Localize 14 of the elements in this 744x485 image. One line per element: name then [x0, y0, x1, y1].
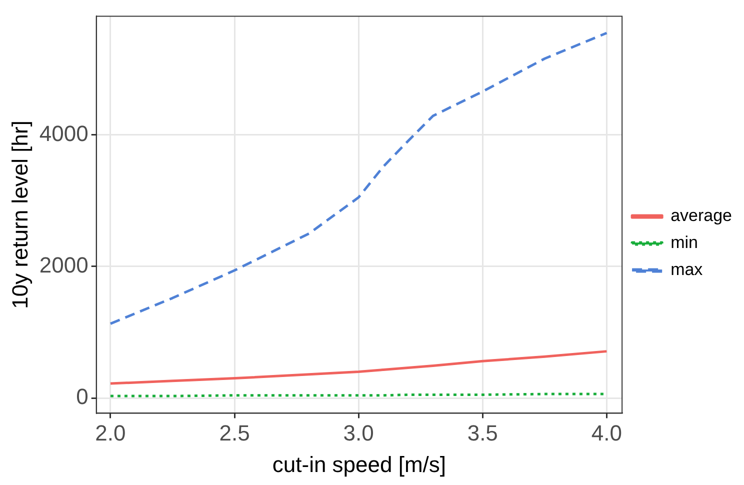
y-axis-title: 10y return level [hr] [7, 120, 32, 309]
x-tick-label: 4.0 [591, 420, 622, 446]
legend-label: max [670, 260, 704, 280]
legend-label: average [670, 206, 732, 226]
x-tick-label: 2.0 [95, 420, 126, 446]
x-tick-label: 2.5 [219, 420, 250, 446]
y-tick-label: 0 [76, 384, 88, 410]
y-tick-label: 2000 [39, 252, 88, 278]
x-tick-label: 3.0 [343, 420, 374, 446]
line-series [109, 32, 608, 325]
x-axis-title: cut-in speed [m/s] [272, 452, 446, 477]
x-tick-label: 3.5 [467, 420, 498, 446]
y-tick-label: 4000 [39, 120, 88, 146]
legend-label: min [670, 233, 698, 252]
